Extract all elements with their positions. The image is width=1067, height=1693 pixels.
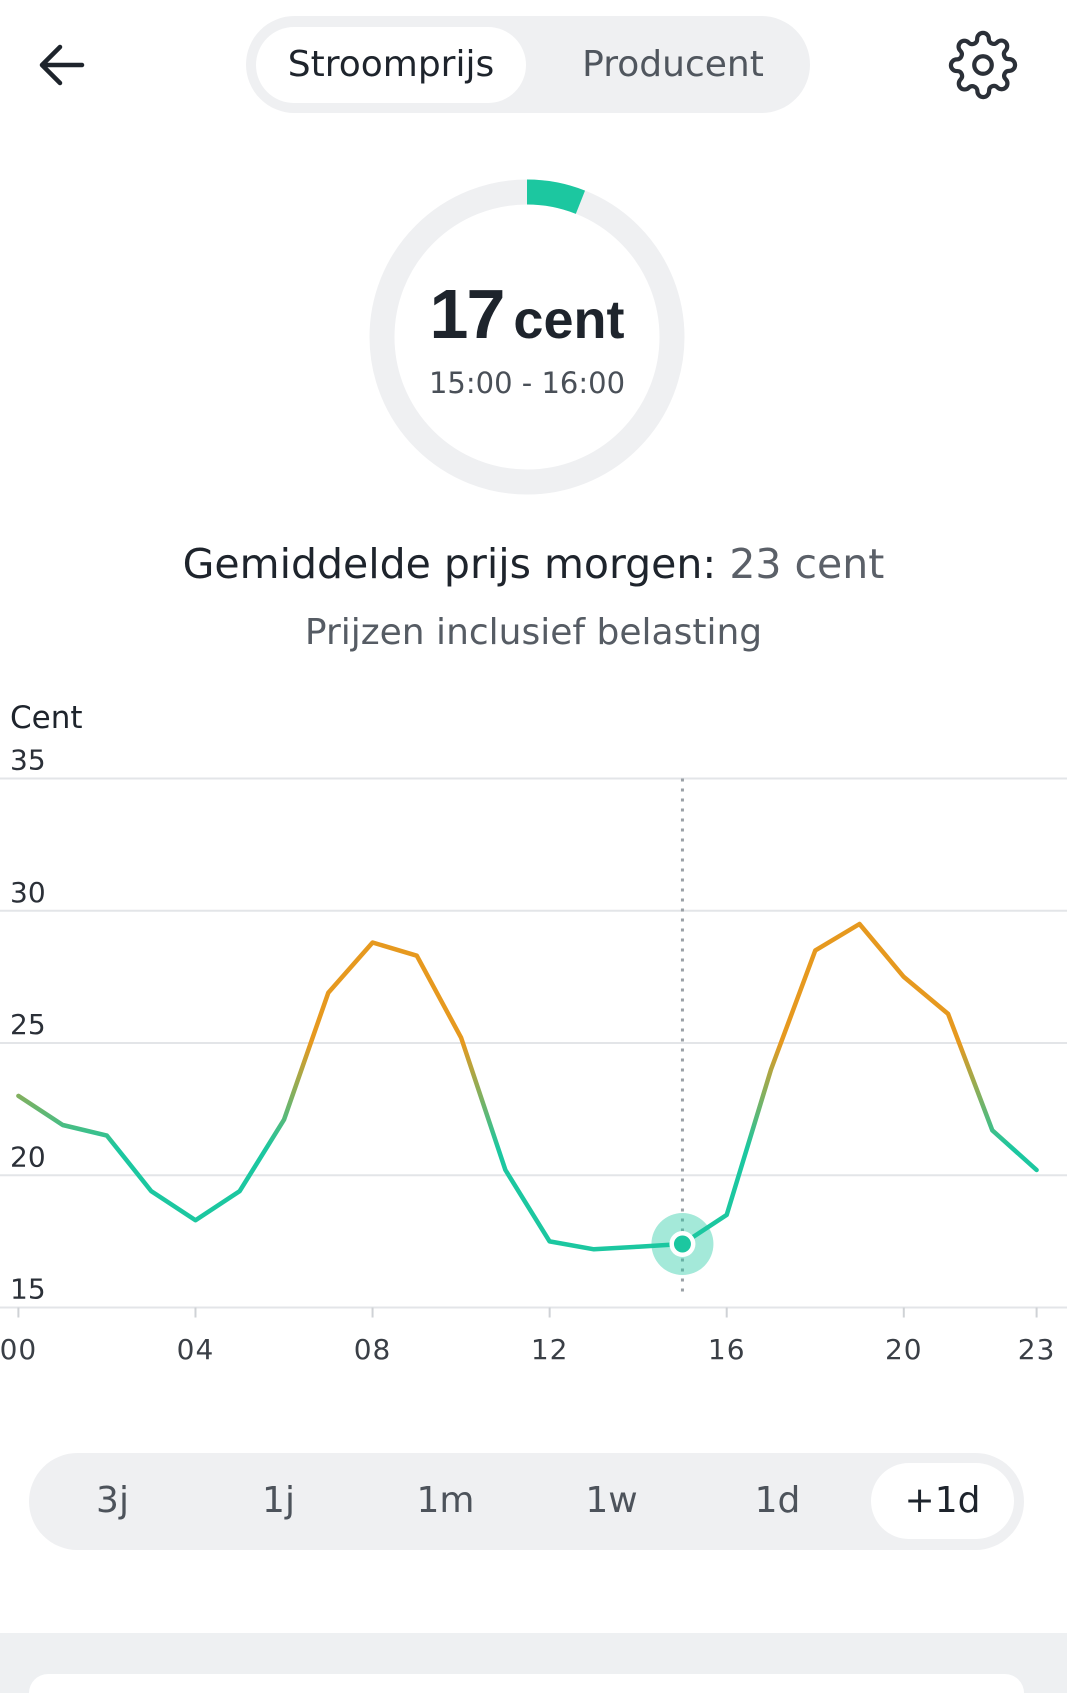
current-time-range: 15:00 - 16:00 — [428, 366, 626, 400]
price-chart[interactable]: Cent 15 20 25 30 35 00 04 08 12 16 20 23 — [0, 690, 1067, 1380]
price-point — [104, 1133, 110, 1139]
price-point — [901, 974, 907, 980]
y-tick-label: 25 — [10, 1008, 46, 1041]
price-point — [768, 1066, 774, 1072]
price-gauge — [369, 179, 685, 495]
average-price-summary: Gemiddelde prijs morgen: 23 cent — [0, 540, 1067, 588]
range-option-1d[interactable]: 1d — [754, 1480, 801, 1521]
current-price-value: 17 — [429, 275, 506, 353]
x-tick-label: 23 — [1018, 1333, 1056, 1366]
price-point — [1034, 1167, 1040, 1173]
marker-dot — [673, 1235, 691, 1253]
price-point — [724, 1212, 730, 1218]
average-price-value: 23 cent — [729, 540, 885, 588]
y-tick-label: 15 — [10, 1273, 46, 1306]
y-tick-label: 35 — [10, 744, 46, 777]
gear-outline — [948, 30, 1018, 100]
y-tick-label: 20 — [10, 1140, 46, 1173]
price-point — [989, 1127, 995, 1133]
price-point — [591, 1246, 597, 1252]
selected-point-marker[interactable] — [651, 1213, 714, 1276]
x-tick-label: 20 — [885, 1333, 923, 1366]
price-point — [635, 1244, 641, 1250]
price-point — [325, 990, 331, 996]
price-point — [414, 953, 420, 959]
price-point — [547, 1238, 553, 1244]
price-point — [192, 1217, 198, 1223]
range-option-1w[interactable]: 1w — [585, 1480, 638, 1521]
x-tick-label: 16 — [708, 1333, 746, 1366]
gauge-arc — [369, 179, 685, 495]
back-button[interactable] — [36, 42, 88, 88]
y-axis-label: Cent — [10, 700, 83, 736]
bottom-card — [29, 1674, 1024, 1693]
price-point — [370, 939, 376, 945]
price-point — [237, 1188, 243, 1194]
price-point — [15, 1093, 21, 1099]
price-line — [16, 921, 1039, 1252]
x-tick-label: 00 — [0, 1333, 37, 1366]
current-price: 17 cent — [357, 279, 697, 350]
price-point — [281, 1117, 287, 1123]
arrow-left-icon — [39, 44, 85, 86]
price-point — [148, 1188, 154, 1194]
price-point — [945, 1011, 951, 1017]
gear-icon — [948, 30, 1018, 100]
price-point — [60, 1122, 66, 1128]
chart-axes: 15 20 25 30 35 00 04 08 12 16 20 23 — [0, 744, 1067, 1366]
price-point — [458, 1035, 464, 1041]
range-option-plus-1d[interactable]: +1d — [871, 1463, 1014, 1539]
time-range-selector: 3j 1j 1m 1w 1d +1d — [29, 1453, 1024, 1550]
view-tabs: Stroomprijs Producent — [246, 16, 810, 113]
x-tick-label: 12 — [531, 1333, 569, 1366]
price-point — [857, 921, 863, 927]
x-tick-label: 04 — [177, 1333, 215, 1366]
range-option-3j[interactable]: 3j — [96, 1480, 129, 1521]
settings-button[interactable] — [948, 30, 1018, 100]
y-tick-label: 30 — [10, 876, 46, 909]
tab-stroomprijs[interactable]: Stroomprijs — [256, 27, 526, 103]
tax-note: Prijzen inclusief belasting — [304, 612, 763, 653]
arrow-left-shape — [39, 44, 85, 86]
current-price-unit: cent — [513, 290, 625, 350]
price-point — [502, 1167, 508, 1173]
x-tick-label: 08 — [354, 1333, 392, 1366]
price-point — [812, 947, 818, 953]
average-price-label: Gemiddelde prijs morgen: — [182, 540, 717, 588]
tab-producent[interactable]: Producent — [582, 44, 764, 85]
range-option-1j[interactable]: 1j — [262, 1480, 295, 1521]
gear-center — [972, 54, 994, 76]
range-option-1m[interactable]: 1m — [416, 1480, 475, 1521]
